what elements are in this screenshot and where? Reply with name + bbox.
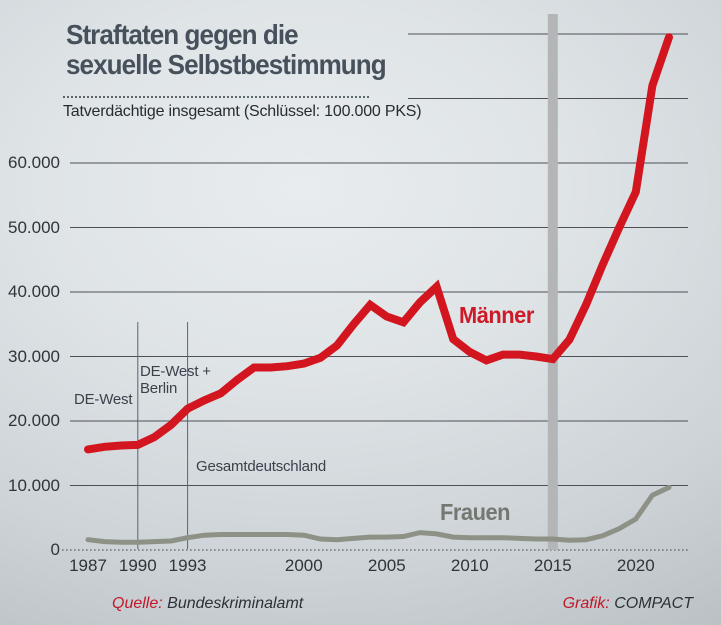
- y-tick-label: 50.000: [8, 217, 60, 237]
- x-tick-label: 2015: [533, 556, 572, 575]
- y-tick-label: 40.000: [8, 282, 60, 301]
- annotation-label: DE-West: [74, 391, 133, 408]
- event-band-2015: [547, 14, 558, 550]
- x-tick-label: 2020: [616, 556, 655, 575]
- series-label-frauen: Frauen: [440, 499, 511, 525]
- x-tick-label: 2010: [450, 556, 489, 575]
- x-tick-label: 2000: [284, 556, 323, 575]
- chart-title-line2: sexuelle Selbstbestimmung: [66, 49, 387, 81]
- credit-value: COMPACT: [614, 595, 693, 612]
- series-line-frauen: [85, 484, 672, 545]
- y-tick-label: 20.000: [8, 411, 60, 430]
- annotation-label: Gesamtdeutschland: [196, 458, 327, 475]
- y-tick-label: 60.000: [8, 153, 60, 172]
- graphic-credit: Grafik: COMPACT: [563, 595, 693, 613]
- chart-subtitle: Tatverdächtige insgesamt (Schlüssel: 100…: [63, 103, 422, 120]
- y-tick-label: 10.000: [8, 475, 60, 495]
- series-line-maenner: [84, 33, 673, 454]
- x-tick-label: 1987: [69, 556, 107, 575]
- chart-title-line1: Straftaten gegen die: [66, 19, 299, 50]
- x-tick-label: 1990: [118, 556, 157, 575]
- source-value: Bundeskriminalamt: [167, 595, 304, 612]
- title-divider: [63, 96, 369, 98]
- x-tick-label: 1993: [168, 556, 207, 575]
- annotation-label: DE-West + Berlin: [140, 363, 211, 398]
- chart-title: Straftaten gegen die sexuelle Selbstbest…: [66, 19, 387, 81]
- source-credit: Quelle: Bundeskriminalamt: [112, 595, 303, 613]
- x-tick-label: 2005: [367, 556, 406, 575]
- credit-label: Grafik:: [562, 595, 610, 612]
- source-label: Quelle:: [112, 595, 163, 612]
- y-tick-label: 30.000: [8, 346, 60, 366]
- y-tick-label: 0: [50, 540, 60, 559]
- series-label-maenner: Männer: [459, 302, 534, 328]
